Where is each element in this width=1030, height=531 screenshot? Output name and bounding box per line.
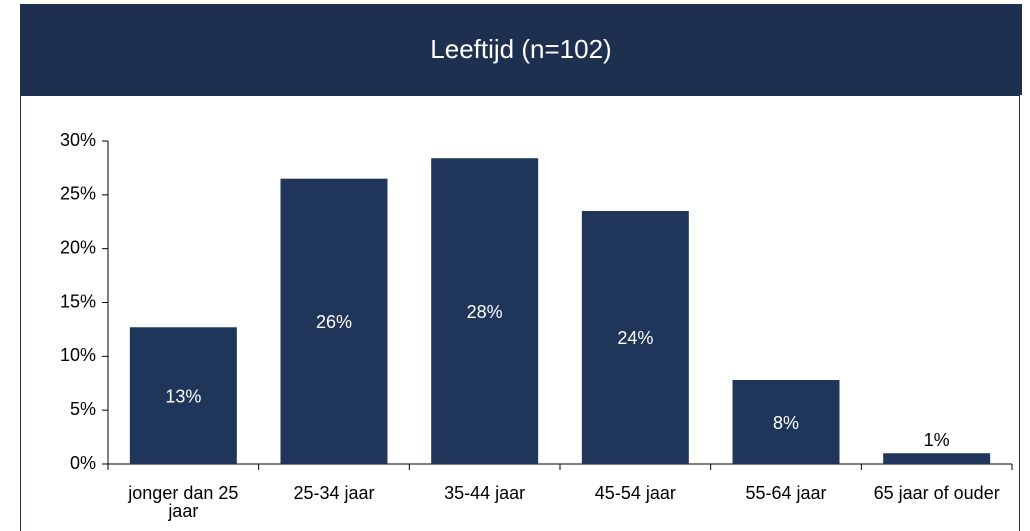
value-label: 13% (165, 386, 201, 406)
y-tick-label: 10% (60, 345, 96, 365)
bar (883, 453, 991, 464)
value-label: 28% (467, 302, 503, 322)
y-tick-label: 5% (70, 399, 96, 419)
y-tick-label: 30% (60, 130, 96, 150)
value-label: 1% (924, 430, 950, 450)
y-tick-label: 20% (60, 237, 96, 257)
bar (581, 210, 689, 464)
x-tick-label: 35-44 jaar (444, 483, 526, 503)
chart-title: Leeftijd (n=102) (20, 4, 1022, 95)
chart-frame (20, 95, 1020, 531)
value-label: 24% (617, 328, 653, 348)
y-tick-label: 0% (70, 453, 96, 473)
x-tick-label: 25-34 jaar (293, 483, 375, 503)
y-tick-label: 15% (60, 291, 96, 311)
y-tick-label: 25% (60, 184, 96, 204)
bar (732, 380, 840, 464)
x-tick-label: 45-54 jaar (594, 483, 676, 503)
bar (129, 327, 237, 464)
x-tick-label: jonger dan 25 jaar (128, 483, 239, 521)
bar (280, 178, 388, 464)
x-tick-label: 65 jaar of ouder (873, 483, 1000, 503)
bar (431, 158, 539, 464)
x-tick-label: 55-64 jaar (745, 483, 827, 503)
value-label: 8% (773, 413, 799, 433)
value-label: 26% (316, 312, 352, 332)
